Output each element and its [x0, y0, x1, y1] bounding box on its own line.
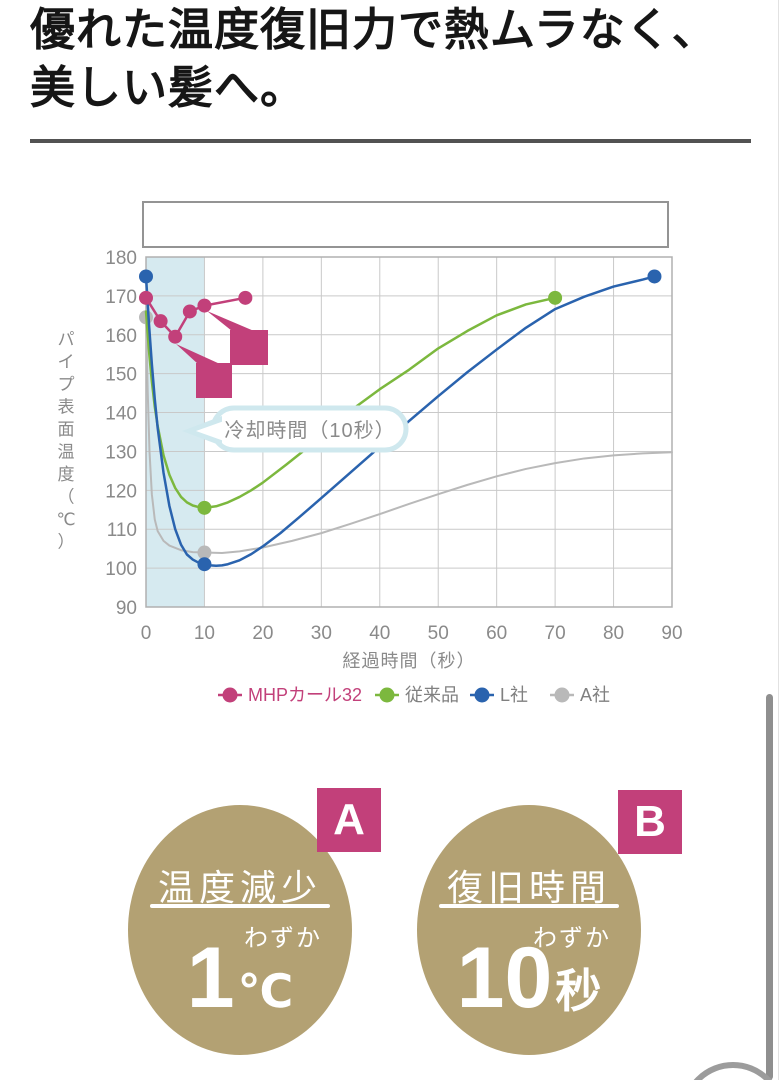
feature-underline	[150, 904, 330, 908]
x-tick-label: 40	[369, 623, 390, 644]
y-tick-label: 150	[105, 365, 137, 386]
feature-value-number: 10	[456, 930, 553, 1026]
feature-value: 1 ℃	[128, 929, 352, 1028]
y-axis-label: パイプ表面温度（℃）	[56, 330, 75, 552]
badge-b: B	[618, 790, 682, 854]
scrollbar-thumb[interactable]	[766, 694, 773, 1080]
annotation-a	[176, 344, 232, 398]
legend-label: L社	[500, 685, 528, 705]
annotation-box	[196, 363, 232, 398]
data-point	[197, 500, 212, 515]
legend-item-L社	[470, 687, 494, 703]
series-line	[144, 275, 656, 568]
x-tick-label: 60	[486, 623, 507, 644]
x-tick-label: 50	[428, 623, 449, 644]
page-title: 優れた温度復旧力で熱ムラなく、 美しい髪へ。	[30, 2, 760, 117]
y-tick-label: 110	[107, 520, 137, 541]
plot-border	[145, 256, 673, 608]
legend-item-A社	[550, 687, 574, 703]
page-edge-line	[778, 0, 779, 1080]
annotation-tail	[176, 344, 220, 364]
feature-value: 10 秒	[417, 929, 641, 1028]
annotation-tail	[207, 311, 254, 331]
y-tick-label: 180	[105, 248, 137, 269]
y-tick-label: 130	[105, 442, 137, 463]
data-point	[153, 314, 168, 329]
data-point	[647, 269, 662, 284]
legend-dot	[222, 687, 238, 703]
x-tick-label: 0	[141, 623, 152, 644]
legend-label: A社	[580, 685, 610, 705]
x-tick-label: 80	[603, 623, 624, 644]
legend-label: MHPカール32	[248, 685, 362, 705]
data-point	[139, 269, 153, 284]
data-point	[139, 290, 153, 305]
feature-title: 復旧時間	[446, 867, 611, 908]
badge-a: A	[317, 788, 381, 852]
feature-value-unit: 秒	[555, 965, 602, 1017]
feature-title: 温度減少	[157, 867, 322, 908]
chart-title	[142, 201, 669, 248]
y-tick-label: 140	[105, 404, 137, 425]
feature-qualifier: わずか	[244, 925, 322, 952]
y-tick-label: 160	[105, 326, 137, 347]
series-line	[144, 296, 557, 510]
annotation-box	[230, 330, 268, 365]
callout-text: 冷却時間（10秒）	[224, 419, 395, 442]
series-line	[145, 316, 673, 554]
callout-bubble	[182, 405, 409, 453]
x-axis-label: 経過時間（秒）	[343, 651, 476, 671]
y-tick-label: 100	[105, 559, 137, 580]
data-point	[168, 329, 183, 344]
series-L社	[139, 269, 662, 572]
legend-dot	[379, 687, 395, 703]
y-tick-label: 120	[105, 481, 137, 502]
feature-circle-recovery-time: B 復旧時間 わずか 10 秒	[417, 790, 682, 1055]
legend-item-MHPカール32	[218, 687, 242, 703]
legend-dot	[474, 687, 490, 703]
x-tick-label: 90	[661, 623, 682, 644]
annotation-b	[207, 311, 268, 365]
series-MHPカール32	[139, 290, 253, 344]
page-title-line1: 優れた温度復旧力で熱ムラなく、	[30, 5, 718, 55]
x-tick-label: 70	[545, 623, 566, 644]
series-従来品	[144, 290, 563, 515]
data-point	[197, 298, 212, 313]
legend-item-従来品	[375, 687, 399, 703]
data-point	[182, 304, 197, 319]
chart-legend	[218, 687, 574, 703]
data-point	[238, 290, 253, 305]
data-point	[548, 290, 563, 305]
y-tick-label: 90	[116, 598, 137, 619]
feature-value-unit: ℃	[237, 965, 294, 1017]
temperature-recovery-chart: AB冷却時間（10秒）90100110120130140150160170180…	[56, 201, 683, 705]
x-tick-label: 10	[194, 623, 215, 644]
divider-rule	[30, 139, 751, 143]
legend-label: 従来品	[405, 685, 459, 705]
feature-value-number: 1	[186, 930, 235, 1026]
feature-underline	[439, 904, 619, 908]
legend-dot	[554, 687, 570, 703]
feature-circle-temperature-drop: A 温度減少 わずか 1 ℃	[128, 788, 381, 1055]
x-tick-label: 20	[252, 623, 273, 644]
data-point	[197, 545, 212, 560]
feature-qualifier: わずか	[533, 925, 611, 952]
page-title-line2: 美しい髪へ。	[30, 62, 307, 113]
y-tick-label: 170	[105, 287, 137, 308]
x-tick-label: 30	[311, 623, 332, 644]
data-point	[197, 557, 212, 572]
